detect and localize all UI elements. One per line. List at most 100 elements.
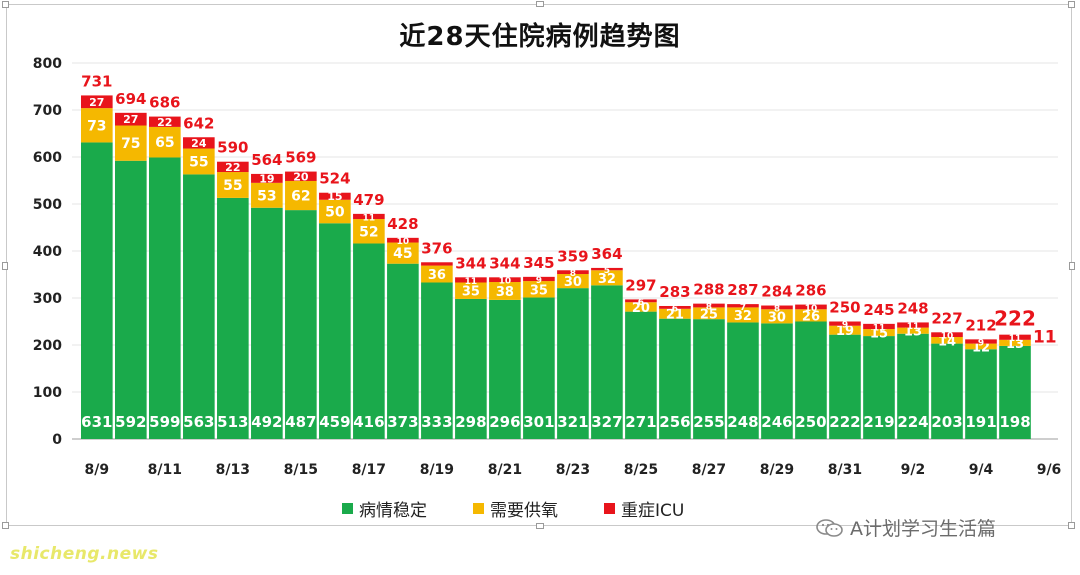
- total-label: 564: [251, 151, 282, 169]
- total-label: 569: [285, 149, 316, 167]
- data-label: 10: [805, 304, 818, 314]
- legend-label-oxygen: 需要供氧: [490, 501, 558, 521]
- bar-segment: [829, 334, 861, 439]
- bar-segment: [863, 323, 895, 330]
- bar-segment: [387, 263, 419, 439]
- bar-segment: [183, 174, 215, 439]
- resize-handle-corner-br[interactable]: [1068, 522, 1075, 529]
- data-label: 20: [632, 301, 650, 316]
- icu-callout: 11: [1033, 328, 1057, 348]
- bar-segment: [319, 199, 351, 224]
- bar-segment: [931, 343, 963, 439]
- bar-segment: [489, 282, 521, 300]
- bar-segment: [149, 116, 181, 127]
- bar-segment: [965, 343, 997, 350]
- y-tick-label: 400: [33, 244, 62, 260]
- bar-segment: [455, 298, 487, 439]
- bar-segment: [693, 319, 725, 439]
- data-label: 25: [700, 307, 718, 322]
- data-label: 55: [189, 154, 208, 170]
- bar-segment: [625, 299, 657, 303]
- data-label: 416: [353, 413, 384, 431]
- total-label: 694: [115, 90, 146, 108]
- total-label: 283: [659, 283, 690, 301]
- data-label: 53: [257, 188, 276, 204]
- legend-item-oxygen: 需要供氧: [473, 496, 558, 521]
- resize-handle-corner-tl[interactable]: [2, 1, 9, 8]
- resize-handle-corner-tr[interactable]: [1068, 1, 1075, 8]
- data-label: 7: [740, 303, 746, 313]
- data-label: 35: [530, 283, 548, 298]
- data-label: 27: [89, 96, 104, 109]
- bar-segment: [625, 302, 657, 312]
- bar-segment: [489, 277, 521, 283]
- data-label: 9: [978, 338, 984, 348]
- legend-swatch-oxygen: [473, 503, 484, 514]
- y-tick-label: 600: [33, 150, 62, 166]
- bar-segment: [931, 332, 963, 338]
- x-tick-label: 8/31: [828, 462, 862, 478]
- data-label: 563: [183, 413, 214, 431]
- data-label: 8: [774, 304, 780, 314]
- data-label: 22: [157, 116, 172, 129]
- x-tick-label: 8/17: [352, 462, 386, 478]
- data-label: 45: [393, 246, 412, 262]
- data-label: 198: [999, 413, 1030, 431]
- total-label: 297: [625, 276, 656, 294]
- total-label: 284: [761, 283, 792, 301]
- data-label: 52: [359, 224, 378, 240]
- bar-segment: [795, 309, 827, 322]
- total-label: 287: [727, 281, 758, 299]
- bar-segment: [523, 281, 555, 298]
- resize-handle-bottom[interactable]: [536, 523, 544, 529]
- total-label: 359: [557, 247, 588, 265]
- y-tick-label: 300: [33, 291, 62, 307]
- total-label: 227: [931, 309, 962, 327]
- x-tick-label: 8/25: [624, 462, 658, 478]
- legend-swatch-icu: [604, 503, 615, 514]
- data-label: 592: [115, 413, 146, 431]
- y-tick-label: 800: [33, 56, 62, 72]
- wechat-icon: [816, 518, 844, 538]
- y-tick-label: 500: [33, 197, 62, 213]
- total-label: 731: [81, 72, 112, 90]
- x-tick-label: 9/2: [901, 462, 926, 478]
- data-label: 11: [873, 323, 886, 333]
- bar-segment: [999, 339, 1031, 346]
- data-label: 15: [327, 190, 342, 203]
- data-label: 13: [1006, 337, 1024, 352]
- wechat-watermark: A计划学习生活篇: [816, 514, 996, 541]
- bar-segment: [693, 307, 725, 320]
- bar-segment: [727, 304, 759, 308]
- total-label: 344: [489, 254, 520, 272]
- resize-handle-top[interactable]: [536, 1, 544, 7]
- bar-segment: [387, 242, 419, 264]
- data-label: 19: [836, 324, 854, 339]
- bar-segment: [455, 282, 487, 299]
- bar-segment: [591, 285, 623, 439]
- resize-handle-corner-bl[interactable]: [2, 522, 9, 529]
- data-label: 27: [123, 113, 138, 126]
- bar-segment: [693, 303, 725, 308]
- total-label: 286: [795, 282, 826, 300]
- data-label: 373: [387, 413, 418, 431]
- bar-segment: [829, 325, 861, 335]
- data-label: 35: [462, 285, 480, 300]
- bar-segment: [81, 142, 113, 439]
- data-label: 38: [496, 285, 514, 300]
- legend-item-stable: 病情稳定: [342, 496, 427, 521]
- bar-segment: [353, 243, 385, 439]
- resize-handle-right[interactable]: [1069, 262, 1075, 270]
- data-label: 50: [325, 205, 345, 221]
- data-label: 55: [223, 178, 242, 194]
- bar-segment: [863, 329, 895, 337]
- total-label: 288: [693, 281, 724, 299]
- bar-segment: [455, 277, 487, 283]
- bar-segment: [251, 182, 283, 208]
- bar-segment: [659, 305, 691, 309]
- bar-segment: [115, 125, 147, 161]
- data-label: 271: [625, 413, 656, 431]
- resize-handle-left[interactable]: [2, 262, 8, 270]
- total-label: 479: [353, 191, 384, 209]
- bar-segment: [557, 270, 589, 275]
